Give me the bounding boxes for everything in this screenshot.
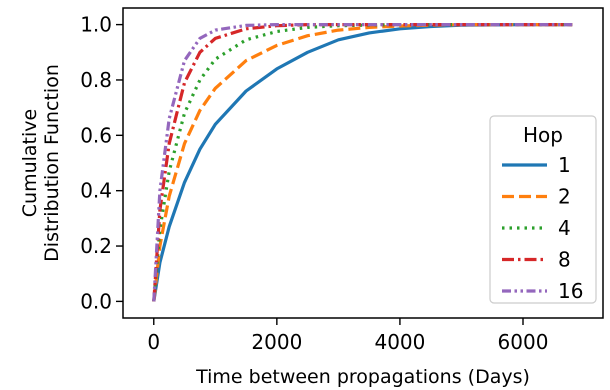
y-tick-label: 0.4: [80, 179, 112, 203]
y-tick-label: 0.6: [80, 123, 112, 147]
y-tick-label: 0.8: [80, 68, 112, 92]
legend-label-hop-2: 2: [558, 185, 571, 209]
legend-label-hop-4: 4: [558, 216, 571, 240]
x-tick-label: 0: [147, 330, 160, 354]
legend-label-hop-1: 1: [558, 153, 571, 177]
series-line-hop-4: [152, 23, 573, 302]
series-line-hop-2: [152, 23, 573, 302]
legend: Hop 1 2 4 8 16: [489, 115, 597, 304]
legend-label-hop-8: 8: [558, 248, 571, 272]
legend-title: Hop: [523, 123, 563, 147]
y-tick-label: 0.0: [80, 289, 112, 313]
y-axis-label-line-2: Distribution Function: [41, 64, 63, 262]
x-ticks: 0 2000 4000 6000: [147, 318, 548, 354]
legend-items: 1 2 4 8 16: [502, 153, 583, 303]
y-axis-label: Cumulative Distribution Function: [19, 64, 63, 262]
series-line-hop-16: [152, 23, 573, 302]
x-tick-label: 4000: [374, 330, 425, 354]
x-tick-label: 6000: [498, 330, 549, 354]
legend-box: [489, 115, 597, 304]
x-tick-label: 2000: [251, 330, 302, 354]
x-axis-label: Time between propagations (Days): [195, 366, 530, 388]
plot-frame: [122, 7, 604, 319]
y-ticks: 0.0 0.2 0.4 0.6 0.8 1.0: [80, 13, 123, 313]
y-tick-label: 0.2: [80, 234, 112, 258]
legend-label-hop-16: 16: [558, 279, 583, 303]
y-axis-label-line-1: Cumulative: [19, 109, 41, 217]
y-tick-label: 1.0: [80, 13, 112, 37]
plot-lines: [152, 23, 573, 302]
series-line-hop-8: [152, 23, 573, 302]
